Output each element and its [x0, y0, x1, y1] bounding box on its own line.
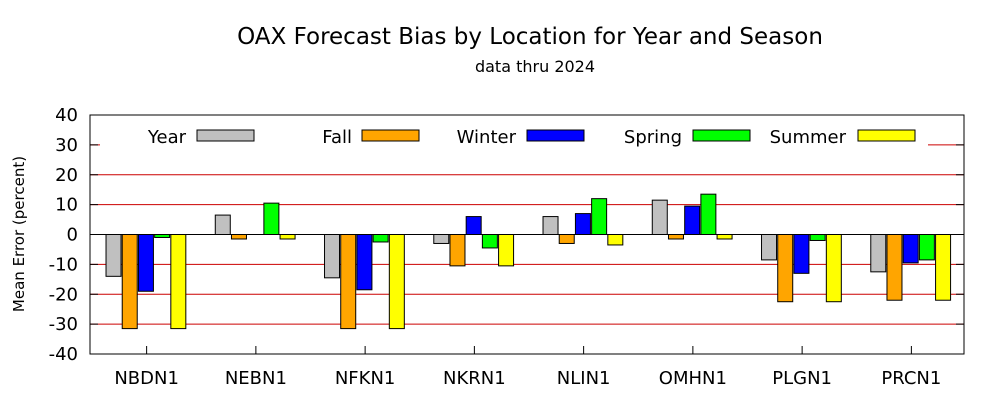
bar-summer-nfkn1 [388, 234, 405, 330]
bar-fall-nlin1 [558, 234, 575, 244]
y-axis-label: Mean Error (percent) [10, 156, 28, 312]
bar-fall-omhn1 [667, 234, 684, 240]
y-axis-ticks: -40 -30 -20 -10 0 10 20 30 40 [49, 105, 964, 365]
x-tick-label: NKRN1 [443, 368, 506, 389]
x-tick-label: NLIN1 [557, 368, 611, 389]
legend-label-fall: Fall [322, 127, 352, 148]
y-tick-label: -10 [49, 254, 78, 275]
bar-winter-nlin1 [574, 213, 591, 235]
bar-winter-omhn1 [684, 205, 701, 235]
bar-spring-plgn1 [809, 234, 826, 241]
legend-swatch-year [196, 129, 255, 142]
bar-spring-nfkn1 [372, 234, 389, 243]
bar-fall-nkrn1 [449, 234, 466, 267]
y-tick-label: 0 [67, 225, 78, 246]
y-tick-label: 10 [55, 195, 78, 216]
legend-label-year: Year [147, 127, 187, 148]
x-tick-label: PRCN1 [881, 368, 941, 389]
bar-summer-plgn1 [825, 234, 842, 303]
bar-year-nebn1 [214, 214, 231, 236]
bar-year-omhn1 [651, 199, 668, 236]
x-axis-ticks: NBDN1 NEBN1 NFKN1 NKRN1 NLIN1 OMHN1 PLGN1 PRCN1 [114, 346, 941, 389]
bar-spring-omhn1 [700, 193, 717, 235]
bar-fall-plgn1 [777, 234, 794, 303]
chart-title: OAX Forecast Bias by Location for Year a… [237, 24, 823, 50]
bar-summer-nebn1 [279, 234, 296, 240]
legend-label-summer: Summer [770, 127, 847, 148]
legend-swatch-summer [857, 129, 916, 142]
bar-spring-nbdn1 [154, 234, 171, 238]
bar-spring-nkrn1 [481, 234, 498, 249]
y-tick-label: -20 [49, 284, 78, 305]
bar-spring-prcn1 [918, 234, 935, 261]
bars [105, 193, 952, 330]
bar-summer-nlin1 [607, 234, 624, 246]
bar-year-nfkn1 [324, 234, 341, 279]
bar-summer-omhn1 [716, 234, 733, 240]
bar-winter-nfkn1 [356, 234, 373, 291]
bar-summer-prcn1 [935, 234, 952, 301]
bar-year-prcn1 [870, 234, 887, 273]
x-tick-label: OMHN1 [659, 368, 727, 389]
legend-swatch-winter [526, 129, 585, 142]
x-tick-label: NFKN1 [335, 368, 396, 389]
legend: Year Fall Winter Spring Summer [100, 124, 928, 150]
y-tick-label: -40 [49, 344, 78, 365]
bar-winter-plgn1 [793, 234, 810, 274]
y-tick-label: 30 [55, 135, 78, 156]
bar-fall-nebn1 [230, 234, 247, 240]
bar-fall-nfkn1 [340, 234, 357, 330]
x-tick-label: NBDN1 [114, 368, 179, 389]
chart-subtitle: data thru 2024 [475, 57, 595, 76]
bar-fall-nbdn1 [121, 234, 138, 330]
bar-year-nlin1 [542, 216, 559, 235]
bar-year-nbdn1 [105, 234, 122, 277]
bar-summer-nkrn1 [498, 234, 515, 267]
bar-spring-nlin1 [591, 198, 608, 235]
bar-winter-nkrn1 [465, 216, 482, 235]
bar-year-plgn1 [761, 234, 778, 261]
y-tick-label: -30 [49, 314, 78, 335]
bar-year-nkrn1 [433, 234, 450, 244]
y-tick-label: 40 [55, 105, 78, 126]
x-tick-label: NEBN1 [225, 368, 287, 389]
legend-label-winter: Winter [457, 127, 517, 148]
legend-label-spring: Spring [624, 127, 682, 148]
bar-fall-prcn1 [886, 234, 903, 301]
bar-winter-prcn1 [902, 234, 919, 264]
y-tick-label: 20 [55, 165, 78, 186]
legend-swatch-fall [361, 129, 420, 142]
bar-summer-nbdn1 [170, 234, 187, 330]
x-tick-label: PLGN1 [772, 368, 832, 389]
bar-winter-nbdn1 [137, 234, 154, 292]
bar-spring-nebn1 [263, 202, 280, 236]
legend-swatch-spring [692, 129, 751, 142]
